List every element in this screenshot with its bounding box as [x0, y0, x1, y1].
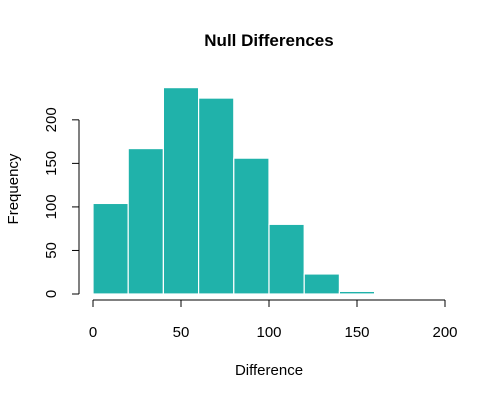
histogram-bar [162, 87, 200, 295]
y-tick-label: 200 [43, 107, 60, 132]
x-axis-label: Difference [235, 362, 303, 379]
y-tick-label: 0 [43, 290, 60, 298]
y-axis-ticks: 0 50 100 150 200 [43, 107, 79, 298]
x-tick-label: 200 [432, 324, 457, 341]
x-tick-label: 50 [173, 324, 190, 341]
x-tick-label: 100 [256, 324, 281, 341]
y-axis-label: Frequency [5, 153, 22, 224]
y-tick-label: 150 [43, 151, 60, 176]
histogram-bar [198, 97, 235, 295]
histogram-bar [127, 147, 164, 295]
histogram-bar [303, 273, 341, 295]
histogram-bar [233, 157, 270, 295]
y-tick-label: 100 [43, 194, 60, 219]
histogram-bars [92, 87, 376, 295]
x-tick-label: 150 [344, 324, 369, 341]
histogram-bar [92, 202, 129, 295]
chart-title: Null Differences [204, 31, 333, 50]
x-axis-ticks: 0 50 100 150 200 [89, 300, 458, 341]
histogram-bar [338, 290, 376, 295]
x-tick-label: 0 [89, 324, 97, 341]
y-tick-label: 50 [43, 242, 60, 259]
histogram-bar [268, 223, 305, 295]
